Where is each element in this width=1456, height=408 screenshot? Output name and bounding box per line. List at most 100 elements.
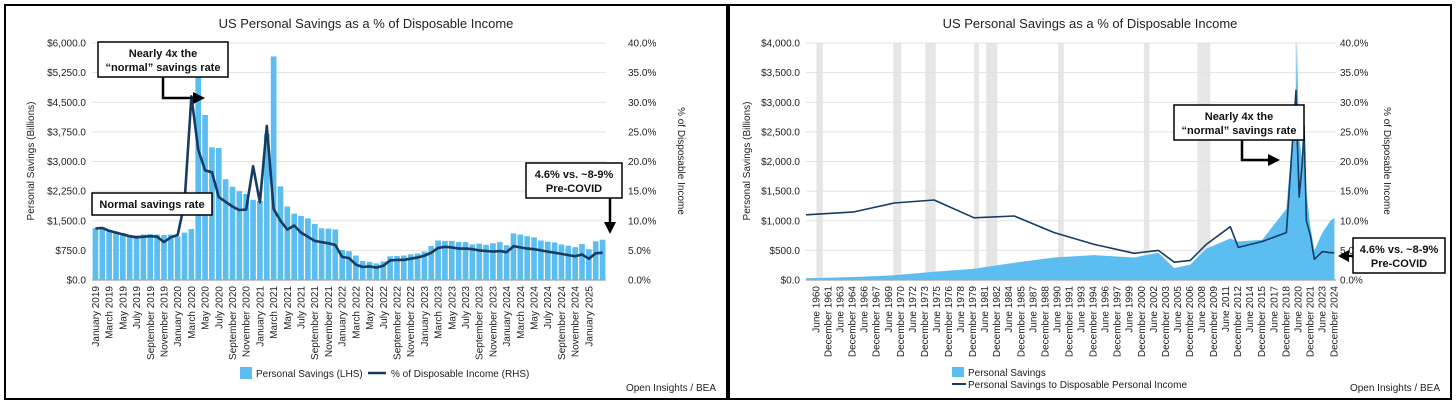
x-tick-label: December 2012 (1233, 286, 1244, 358)
bar (263, 133, 270, 280)
callout-box (1352, 237, 1446, 274)
bar (167, 234, 174, 280)
legend-swatch-area (952, 367, 964, 377)
bar (353, 255, 359, 280)
x-tick-label: May 2020 (201, 286, 212, 330)
bar (435, 240, 441, 280)
x-tick-label: December 1976 (944, 286, 955, 358)
bar (599, 239, 606, 280)
bar (442, 240, 448, 280)
y2-tick-label: 0.0% (1340, 276, 1363, 287)
y2-tick-label: 0.0% (628, 276, 651, 287)
callout-arrow-head (604, 222, 616, 234)
callout-line: Nearly 4x the (129, 48, 197, 60)
x-tick-label: December 2003 (1161, 286, 1172, 358)
y-tick-label: $500.0 (769, 246, 800, 257)
bar (174, 236, 181, 280)
y2-tick-label: 25.0% (628, 127, 656, 138)
x-tick-label: June 1993 (1077, 286, 1088, 333)
callout-arrow-head (1268, 154, 1280, 166)
x-tick-label: June 2020 (1293, 286, 1304, 333)
x-tick-label: November 2023 (488, 286, 499, 358)
x-tick-label: November 2020 (242, 286, 253, 358)
y2-tick-label: 15.0% (1340, 187, 1368, 198)
x-tick-label: September 2023 (475, 286, 486, 360)
y-tick-label: $1,500.0 (47, 216, 86, 227)
y-tick-label: $3,500.0 (761, 68, 800, 79)
x-tick-label: July 2024 (543, 286, 554, 329)
legend-label-line: % of Disposable Income (RHS) (391, 369, 529, 380)
x-tick-label: June 2005 (1173, 286, 1184, 333)
legend: Personal Savings Personal Savings to Dis… (952, 367, 1187, 391)
bar (161, 234, 167, 280)
x-tick-label: December 1970 (896, 286, 907, 358)
bar (448, 240, 455, 280)
y2-tick-label: 5.0% (628, 246, 651, 257)
bar (291, 213, 297, 280)
bar (524, 236, 531, 280)
bar (538, 240, 544, 280)
x-tick-label: June 1960 (812, 286, 823, 333)
callout-current-rate: 4.6% vs. ~8-9% Pre-COVID (525, 162, 623, 234)
x-tick-label: June 1966 (860, 286, 871, 333)
x-tick-label: March 2023 (434, 286, 445, 339)
x-tick-label: March 2021 (269, 286, 280, 339)
bar (469, 244, 476, 280)
bar (236, 191, 243, 280)
x-tick-label: May 2024 (530, 286, 541, 330)
y-tick-label: $1,000.0 (761, 216, 800, 227)
callout-line: “normal” savings rate (106, 62, 221, 74)
x-tick-label: December 2015 (1257, 286, 1268, 358)
x-tick-label: July 2020 (214, 286, 225, 329)
chart-panel-left: US Personal Savings as a % of Disposable… (4, 4, 728, 400)
chart-title: US Personal Savings as a % of Disposable… (943, 16, 1238, 31)
bar (462, 242, 469, 280)
legend: Personal Savings (LHS) % of Disposable I… (240, 367, 529, 380)
bar (586, 249, 592, 280)
x-tick-label: December 1985 (1016, 286, 1027, 358)
y-tick-label: $2,000.0 (761, 157, 800, 168)
bar (490, 243, 496, 280)
y-axis-label: Personal Savings (Billions) (26, 102, 37, 221)
bar (414, 253, 421, 280)
y2-tick-label: 25.0% (1340, 127, 1368, 138)
y2-tick-label: 10.0% (628, 216, 656, 227)
callout-line: Nearly 4x the (1205, 111, 1273, 123)
callout-arrow-head (1338, 250, 1349, 262)
bar (428, 246, 435, 280)
x-tick-label: September 2020 (228, 286, 239, 360)
y-tick-label: $1,500.0 (761, 187, 800, 198)
bar (215, 148, 222, 280)
x-tick-label: December 2006 (1185, 286, 1196, 358)
x-tick-label: May 2021 (283, 286, 294, 330)
y-tick-label: $3,000.0 (47, 157, 86, 168)
bar (99, 227, 106, 280)
bar (126, 234, 133, 280)
bar (551, 242, 558, 280)
bar (106, 230, 112, 280)
x-tick-label: March 2024 (516, 286, 527, 339)
bar (401, 255, 407, 280)
chart-title: US Personal Savings as a % of Disposable… (219, 16, 514, 31)
legend-label-area: Personal Savings (968, 368, 1046, 379)
bar (229, 186, 236, 280)
x-tick-label: June 1981 (980, 286, 991, 333)
x-tick-label: January 2024 (502, 286, 513, 347)
x-tick-label: December 1964 (848, 286, 859, 358)
bar (380, 261, 387, 280)
legend-swatch-bars (240, 367, 252, 379)
x-tick-label: June 2011 (1221, 286, 1232, 332)
bar (250, 199, 256, 280)
rate-line (805, 89, 1335, 264)
y2-tick-label: 40.0% (1340, 39, 1368, 50)
x-tick-label: May 2023 (447, 286, 458, 330)
x-tick-label: May 2019 (118, 286, 129, 330)
x-tick-label: December 1961 (824, 286, 835, 358)
y-tick-label: $5,250.0 (47, 68, 86, 79)
x-tick-label: December 1997 (1113, 286, 1124, 358)
bar (531, 237, 537, 280)
callout-line: Pre-COVID (1371, 258, 1427, 270)
bar (339, 249, 345, 280)
x-tick-label: December 2009 (1209, 286, 1220, 358)
y2-axis-label: % of Disposable Income (675, 107, 686, 215)
